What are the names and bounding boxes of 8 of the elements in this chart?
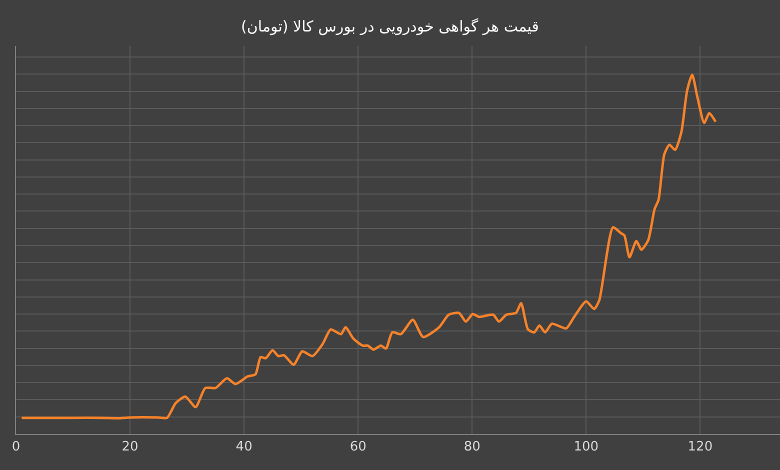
x-tick-label: 60: [350, 440, 366, 455]
x-tick-label: 20: [122, 440, 138, 455]
x-tick-label: 120: [688, 440, 713, 455]
x-tick-label: 0: [12, 440, 20, 455]
chart-title: قیمت هر گواهی خودرویی در بورس کالا (تومان): [241, 18, 539, 36]
x-tick-label: 80: [464, 440, 480, 455]
x-tick-label: 40: [236, 440, 252, 455]
x-tick-label: 100: [574, 440, 599, 455]
